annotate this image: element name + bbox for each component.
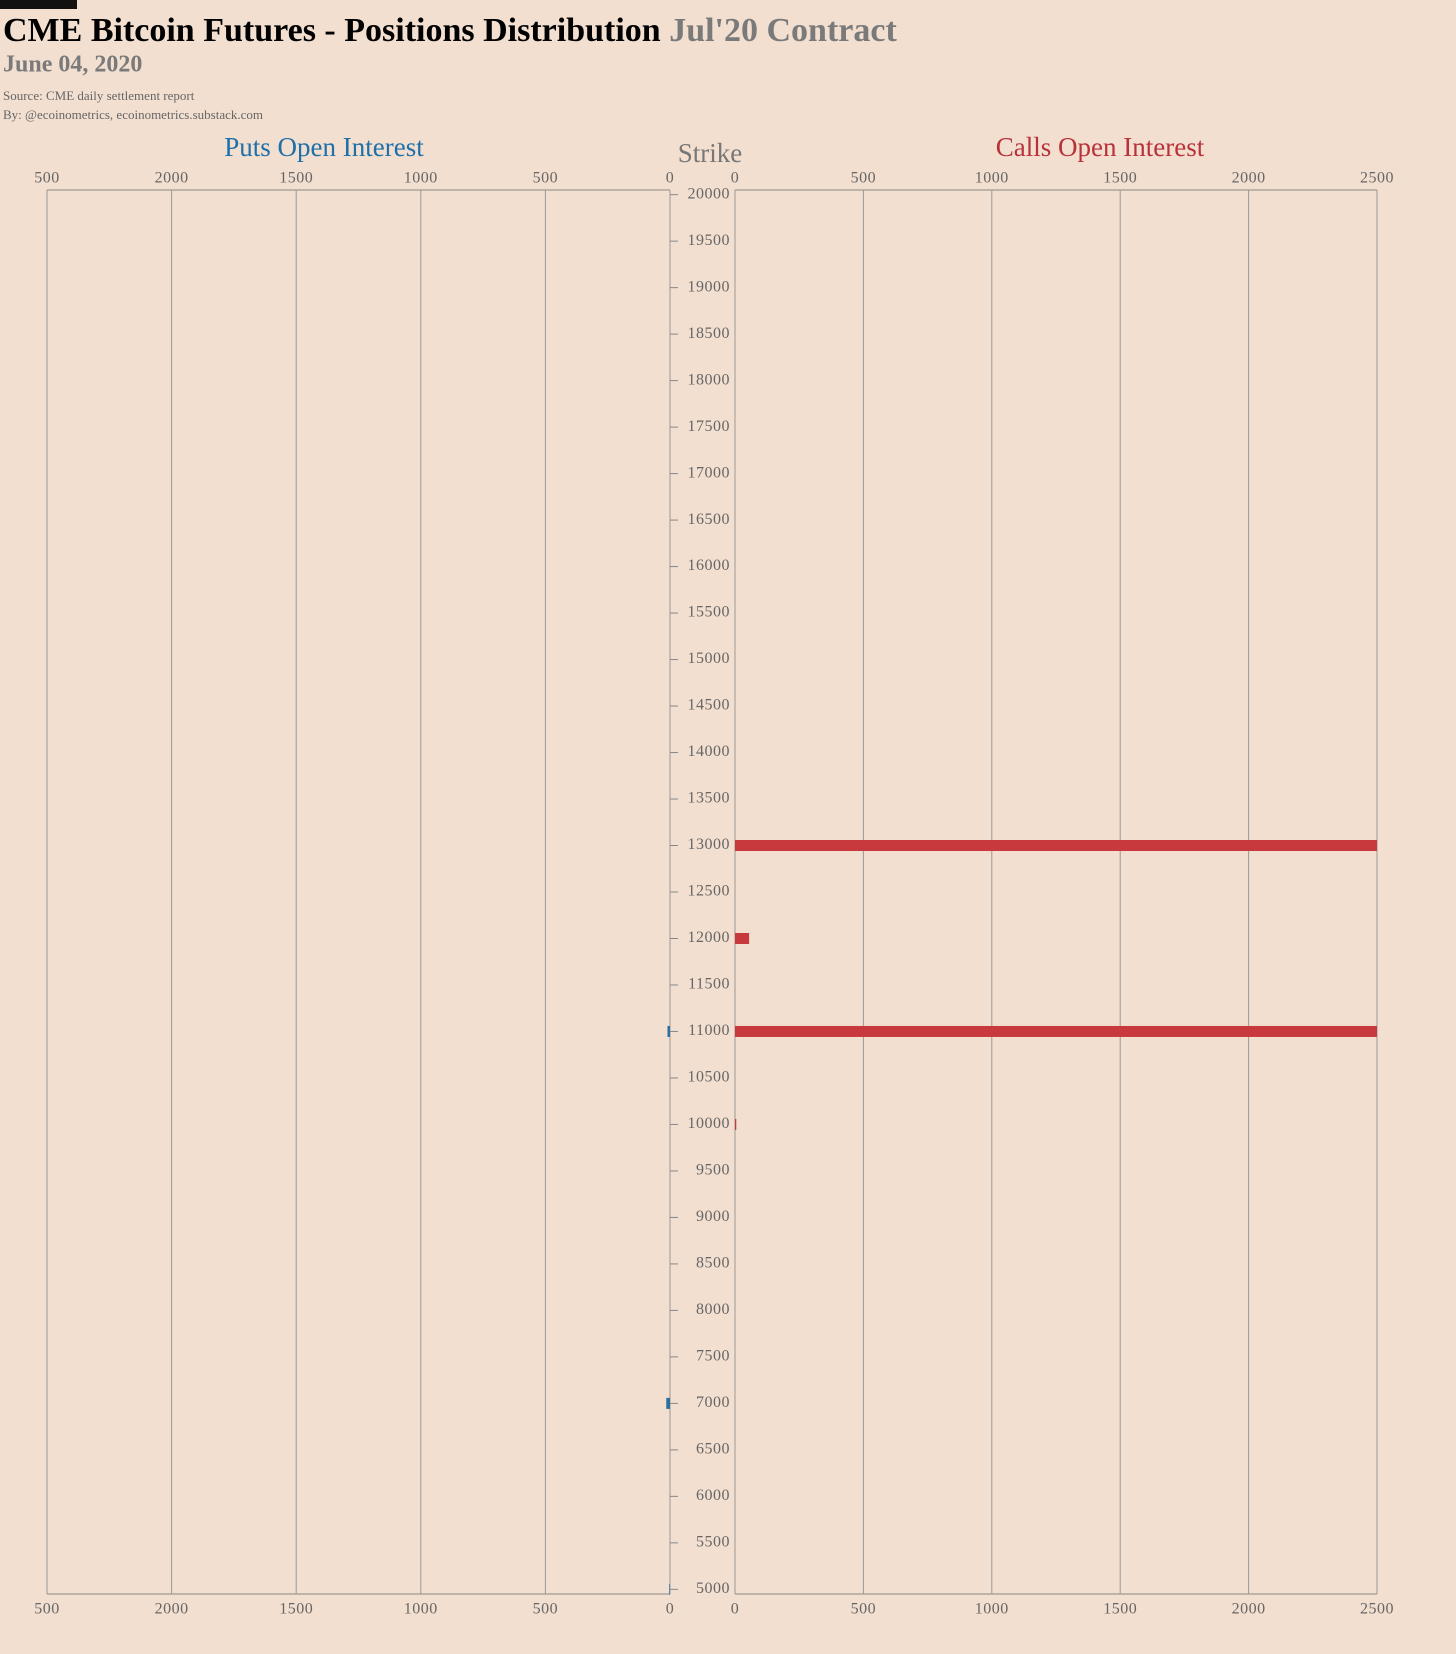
- x-tick-label: 0: [666, 170, 675, 187]
- y-tick-label: 5000: [696, 1580, 730, 1597]
- x-tick-label: 2000: [155, 1601, 189, 1618]
- y-tick-label: 17000: [688, 464, 731, 481]
- puts-title: Puts Open Interest: [224, 132, 424, 162]
- y-tick-label: 8500: [696, 1255, 730, 1272]
- x-tick-label: 0: [731, 1601, 740, 1618]
- y-tick-label: 5500: [696, 1534, 730, 1551]
- y-tick-label: 9000: [696, 1208, 730, 1225]
- y-tick-label: 10000: [688, 1115, 731, 1132]
- x-tick-label: 2500: [1360, 1601, 1394, 1618]
- x-tick-label: 0: [731, 170, 740, 187]
- y-tick-label: 6000: [696, 1487, 730, 1504]
- y-tick-label: 7500: [696, 1348, 730, 1365]
- x-tick-label: 500: [34, 170, 60, 187]
- y-tick-label: 15500: [688, 604, 731, 621]
- y-tick-label: 7000: [696, 1394, 730, 1411]
- x-tick-label: 1000: [404, 170, 438, 187]
- y-tick-label: 11000: [688, 1022, 730, 1039]
- x-tick-label: 1500: [279, 170, 313, 187]
- title-suffix: Jul'20 Contract: [669, 12, 897, 49]
- y-tick-label: 19000: [688, 278, 731, 295]
- x-tick-label: 500: [34, 1601, 60, 1618]
- call-bar: [735, 1025, 1377, 1037]
- y-tick-label: 16000: [688, 557, 731, 574]
- x-tick-label: 1500: [279, 1601, 313, 1618]
- y-tick-label: 19500: [688, 232, 731, 249]
- y-tick-label: 14000: [688, 743, 731, 760]
- x-tick-label: 2500: [1360, 170, 1394, 187]
- y-tick-label: 15000: [688, 650, 731, 667]
- y-tick-label: 17500: [688, 418, 731, 435]
- y-tick-label: 12500: [688, 883, 731, 900]
- x-tick-label: 1000: [404, 1601, 438, 1618]
- y-tick-label: 9500: [696, 1162, 730, 1179]
- y-tick-label: 16500: [688, 511, 731, 528]
- x-tick-label: 1000: [975, 1601, 1009, 1618]
- y-tick-label: 18500: [688, 325, 731, 342]
- title-main: CME Bitcoin Futures - Positions Distribu…: [3, 12, 661, 49]
- x-tick-label: 2000: [1232, 1601, 1266, 1618]
- x-tick-label: 2000: [1232, 170, 1266, 187]
- y-tick-label: 18000: [688, 371, 731, 388]
- y-tick-label: 6500: [696, 1441, 730, 1458]
- y-tick-label: 8000: [696, 1301, 730, 1318]
- chart-title: CME Bitcoin Futures - Positions Distribu…: [3, 12, 897, 49]
- call-bar: [735, 1118, 737, 1130]
- call-bar: [735, 840, 1377, 852]
- top-bar: [0, 0, 77, 9]
- x-tick-label: 500: [851, 1601, 877, 1618]
- y-tick-label: 14500: [688, 697, 731, 714]
- x-tick-label: 1500: [1103, 170, 1137, 187]
- y-tick-label: 20000: [688, 185, 731, 202]
- y-tick-label: 13000: [688, 836, 731, 853]
- x-tick-label: 500: [851, 170, 877, 187]
- put-bar: [667, 1025, 670, 1037]
- y-tick-label: 11500: [688, 976, 730, 993]
- x-tick-label: 2000: [155, 170, 189, 187]
- calls-title: Calls Open Interest: [996, 132, 1205, 162]
- x-tick-label: 1000: [975, 170, 1009, 187]
- x-tick-label: 500: [533, 170, 559, 187]
- put-bar: [669, 1583, 670, 1595]
- y-tick-label: 10500: [688, 1069, 731, 1086]
- y-axis-title: Strike: [678, 138, 743, 168]
- call-bar: [735, 932, 750, 944]
- x-tick-label: 1500: [1103, 1601, 1137, 1618]
- y-tick-label: 12000: [688, 929, 731, 946]
- x-tick-label: 500: [533, 1601, 559, 1618]
- source: Source: CME daily settlement report: [3, 88, 195, 103]
- byline: By: @ecoinometrics, ecoinometrics.substa…: [3, 107, 263, 122]
- x-tick-label: 0: [666, 1601, 675, 1618]
- put-bar: [666, 1397, 670, 1409]
- y-tick-label: 13500: [688, 790, 731, 807]
- subtitle: June 04, 2020: [3, 52, 142, 78]
